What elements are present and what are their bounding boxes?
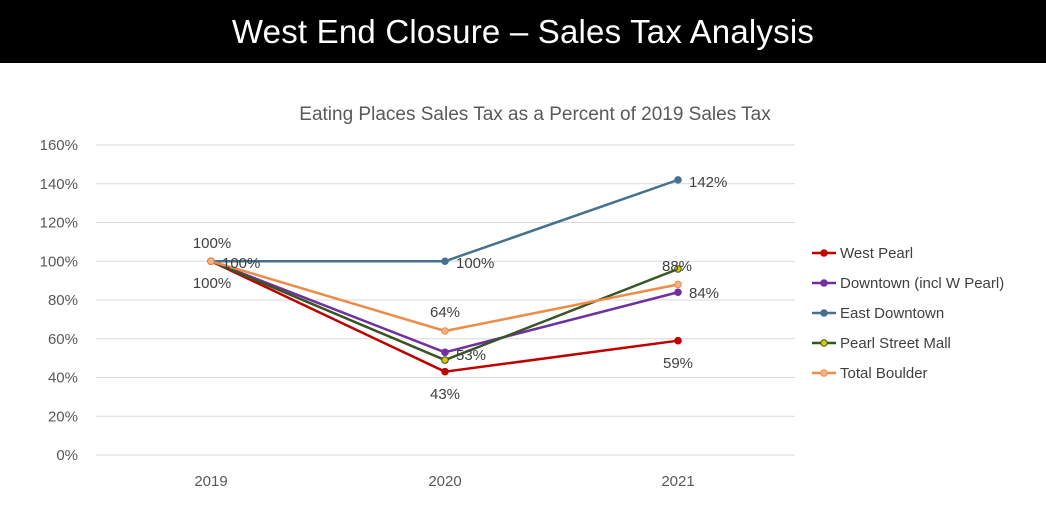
- x-tick-label: 2020: [428, 473, 461, 490]
- y-tick-label: 40%: [48, 370, 78, 387]
- legend: West Pearl Downtown (incl W Pearl) East Do…: [812, 245, 1004, 382]
- legend-marker: [820, 369, 828, 377]
- series-line: [211, 178, 679, 263]
- x-tick-label: 2019: [194, 473, 227, 490]
- data-point: [674, 265, 682, 273]
- data-label: 53%: [456, 347, 486, 364]
- legend-entry: Pearl Street Mall: [840, 335, 951, 352]
- y-tick-label: 160%: [40, 137, 78, 154]
- data-point: [441, 367, 449, 376]
- x-tick-label: 2021: [661, 473, 694, 490]
- slide-header: West End Closure – Sales Tax Analysis: [0, 0, 1046, 63]
- legend-entry: East Downtown: [840, 305, 944, 322]
- data-label: 100%: [193, 235, 231, 252]
- slide-title: West End Closure – Sales Tax Analysis: [231, 12, 815, 50]
- y-tick-label: 0%: [56, 447, 78, 464]
- data-label: 43%: [430, 386, 460, 403]
- data-label: 100%: [222, 255, 260, 272]
- data-label: 100%: [456, 255, 494, 272]
- data-point: [441, 348, 449, 357]
- legend-entry: Downtown (incl W Pearl): [840, 275, 1004, 292]
- legend-marker: [820, 249, 828, 257]
- data-point: [441, 356, 449, 364]
- x-axis: 2019 2020 2021: [194, 473, 694, 490]
- data-point: [674, 280, 682, 289]
- data-label: 142%: [689, 174, 727, 191]
- data-point: [674, 336, 682, 345]
- data-point: [441, 327, 449, 335]
- y-axis: 0% 20% 40% 60% 80% 100% 120% 140% 160%: [40, 137, 78, 464]
- data-label: 84%: [689, 285, 719, 302]
- data-point: [674, 176, 682, 184]
- data-label: 64%: [430, 304, 460, 321]
- legend-marker: [820, 339, 828, 347]
- legend-entry: West Pearl: [840, 245, 913, 262]
- data-label: 59%: [663, 355, 693, 372]
- y-tick-label: 140%: [40, 176, 78, 193]
- y-tick-label: 120%: [40, 215, 78, 232]
- legend-marker: [820, 279, 828, 287]
- y-tick-label: 80%: [48, 292, 78, 309]
- legend-marker: [820, 309, 828, 317]
- legend-entry: Total Boulder: [840, 365, 928, 382]
- chart-title: Eating Places Sales Tax as a Percent of …: [299, 104, 771, 125]
- y-tick-label: 100%: [40, 253, 78, 270]
- y-tick-label: 60%: [48, 331, 78, 348]
- data-labels: 43% 59% 53% 84% 100% 100% 142% 88% 100% 64% 100%: [193, 174, 728, 403]
- data-point: [674, 288, 682, 297]
- data-label: 100%: [193, 275, 231, 292]
- data-label: 88%: [662, 258, 692, 275]
- data-point: [441, 257, 449, 266]
- y-tick-label: 20%: [48, 408, 78, 425]
- data-point: [207, 257, 215, 266]
- series-layer: [207, 176, 682, 376]
